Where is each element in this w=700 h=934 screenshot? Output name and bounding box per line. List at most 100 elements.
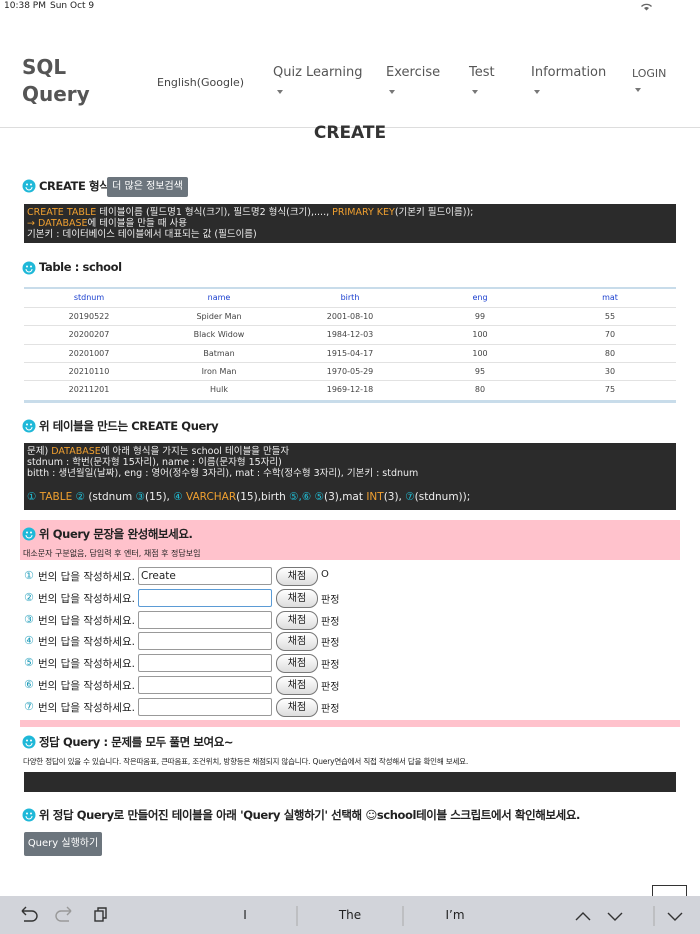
code-text: VARCHAR — [182, 491, 237, 503]
status-date: Sun Oct 9 — [50, 1, 95, 11]
suggestion[interactable]: The — [338, 908, 362, 922]
answer-input[interactable] — [138, 588, 272, 607]
code-text: 문제) — [27, 446, 52, 457]
grade-button[interactable]: 채점 — [276, 676, 318, 695]
column-header: mat — [602, 293, 618, 302]
nav-item[interactable]: Exercise — [386, 65, 441, 80]
keyboard-dividers — [296, 906, 655, 926]
suggestion[interactable]: I’m — [445, 908, 465, 922]
answer-input[interactable] — [138, 676, 272, 694]
school-table: stdnum name birth eng mat 20190522 Spider Man 2… — [24, 287, 676, 403]
code-text: INT — [366, 491, 384, 503]
logo[interactable]: SQL — [22, 55, 67, 79]
logo[interactable]: Query — [22, 82, 90, 106]
table-cell: 99 — [474, 312, 486, 321]
run-button[interactable]: Query 실행하기 — [24, 832, 102, 856]
column-header: eng — [472, 293, 488, 302]
nav-item[interactable]: LOGIN — [632, 67, 667, 80]
grade-result: O — [321, 569, 329, 580]
section-heading: 위 테이블을 만드는 CREATE Query — [39, 419, 219, 433]
row-line — [24, 307, 676, 308]
grade-button[interactable]: 채점 — [276, 632, 318, 652]
grade-button[interactable]: 채점 — [276, 567, 318, 586]
row-label: 번의 답을 작성하세요. — [38, 592, 135, 605]
answer-input[interactable] — [138, 610, 272, 629]
table-cell: 100 — [472, 348, 488, 358]
row-label: 번의 답을 작성하세요. — [38, 571, 135, 583]
row-number: ① — [24, 569, 34, 582]
smile-icon — [22, 261, 36, 275]
info-button[interactable]: 더 많은 정보검색 — [107, 177, 188, 197]
code-text: ① — [27, 491, 37, 503]
table-cell: Spider Man — [196, 312, 242, 321]
grade-button[interactable]: 채점 — [276, 697, 318, 717]
grade-result: 판정 — [321, 616, 340, 628]
column-header: stdnum — [73, 293, 105, 302]
row-line — [24, 380, 676, 382]
answer-box — [24, 772, 676, 792]
grade-button[interactable]: 채점 — [276, 588, 318, 608]
exercise-note: 대소문자 구분없음, 답입력 후 엔터, 채점 후 정답보임 — [23, 549, 201, 558]
code-text: 테이블이름 (필드명1 형식(크기), 필드명2 형식(크기),...., — [96, 207, 333, 218]
table-cell: 95 — [474, 366, 486, 376]
template-line: ① TABLE ② (stdnum ③(15), ④ VARCHAR(15),b… — [27, 492, 673, 503]
nav-item[interactable]: Information — [531, 65, 607, 80]
row-number: ⑦ — [24, 699, 34, 713]
code-text: PRIMARY KEY — [332, 207, 395, 218]
row-number: ④ — [24, 634, 34, 648]
table-cell: 1970-05-29 — [326, 366, 374, 376]
answer-input[interactable] — [138, 697, 272, 716]
pink-band — [20, 720, 680, 727]
nav-carets — [277, 88, 641, 94]
grade-result: 판정 — [321, 594, 340, 606]
table-cell: 20211201 — [68, 385, 110, 395]
grade-button[interactable]: 채점 — [276, 610, 318, 630]
code-text: (stdnum — [85, 491, 136, 503]
table-cell: 70 — [604, 330, 616, 340]
nav-item[interactable]: Test — [469, 65, 495, 80]
section-heading: 위 Query 문장을 완성해보세요. — [39, 527, 193, 541]
answer-input[interactable]: Create — [138, 567, 272, 585]
table-cell: 80 — [604, 348, 616, 358]
code-text: DATABASE — [51, 446, 101, 457]
row-label: 번의 답을 작성하세요. — [38, 636, 135, 649]
code-text: (3), — [383, 491, 406, 503]
table-cell: 55 — [604, 312, 616, 321]
column-header: birth — [340, 293, 360, 302]
answer-input[interactable] — [138, 654, 272, 673]
code-text: stdnum : 학번(문자형 15자리), name : 이름(문자형 15자… — [27, 457, 282, 468]
table-cell: Black Widow — [193, 330, 245, 340]
smile-icon — [22, 527, 36, 541]
code-line: CREATE TABLE 테이블이름 (필드명1 형식(크기), 필드명2 형식… — [27, 207, 673, 218]
syntax-code: CREATE TABLE 테이블이름 (필드명1 형식(크기), 필드명2 형식… — [24, 204, 676, 243]
language-select[interactable]: English(Google) — [157, 76, 245, 89]
grade-button[interactable]: 채점 — [276, 654, 318, 674]
answer-note: 다양한 정답이 있을 수 있습니다. 작은따옴표, 큰따옴표, 조건위치, 방향… — [23, 757, 469, 766]
section-heading: CREATE 형식 — [39, 179, 110, 193]
smile-icon — [22, 735, 36, 749]
answer-input[interactable] — [138, 632, 272, 651]
code-text: 에 아래 형식을 가지는 school 테이블을 만들자 — [100, 446, 290, 457]
suggestion[interactable]: I — [243, 908, 247, 922]
table-cell: 1969-12-18 — [326, 385, 374, 395]
table-cell: 30 — [604, 366, 616, 376]
code-text: ⑤,⑥ ⑤ — [289, 491, 324, 503]
code-line: → DATABASE에 테이블을 만들 때 사용 — [27, 218, 673, 229]
table-cell: 20201007 — [68, 348, 110, 358]
row-number: ② — [24, 590, 34, 604]
table-cell: 1915-04-17 — [326, 348, 374, 358]
row-line — [24, 325, 676, 327]
table-cell: 20190522 — [68, 312, 110, 321]
code-text: (15),birth — [236, 491, 290, 503]
code-line: bitth : 생년월일(날짜), eng : 영어(정수형 3자리), mat… — [27, 468, 673, 479]
table-cell: 2001-08-10 — [326, 312, 374, 321]
grade-result: 판정 — [321, 703, 340, 715]
code-line: stdnum : 학번(문자형 15자리), name : 이름(문자형 15자… — [27, 457, 673, 468]
code-text: bitth : 생년월일(날짜), eng : 영어(정수형 3자리), mat… — [27, 468, 419, 479]
section-heading: 위 정답 Query로 만들어진 테이블을 아래 'Query 실행하기' 선택… — [39, 808, 580, 822]
nav-item[interactable]: Quiz Learning — [273, 65, 363, 80]
pink-band — [20, 520, 680, 560]
table-cell: 75 — [604, 385, 616, 395]
